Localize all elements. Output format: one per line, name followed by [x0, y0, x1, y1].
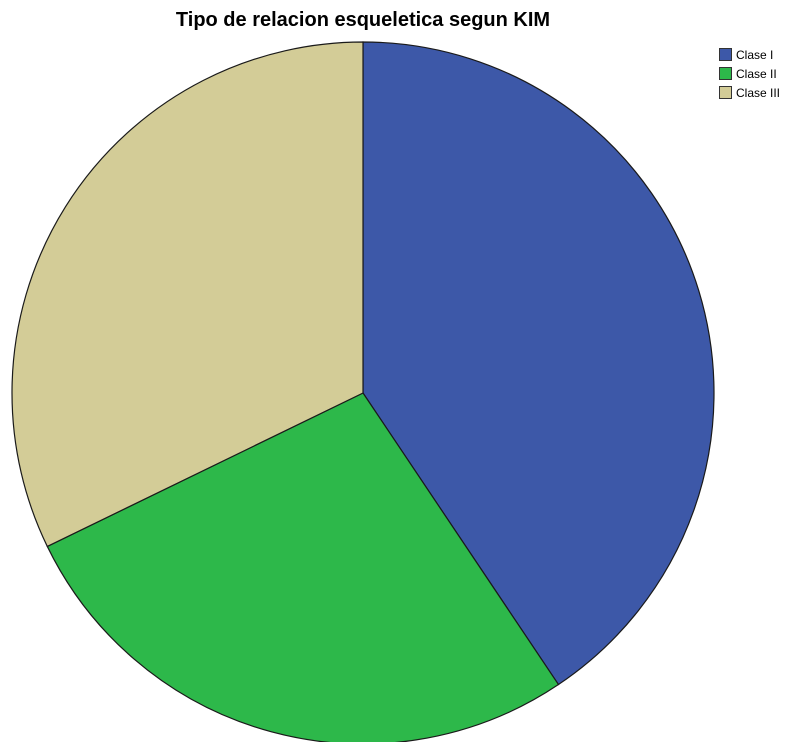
chart-title: Tipo de relacion esqueletica segun KIM	[175, 9, 551, 31]
legend-swatch	[719, 86, 732, 99]
legend-label: Clase I	[736, 47, 774, 62]
pie-slice-clase-i	[362, 41, 715, 686]
legend-swatch	[719, 48, 732, 61]
legend-label: Clase II	[736, 66, 777, 81]
legend-label: Clase III	[736, 85, 781, 100]
legend: Clase I Clase II Clase III	[719, 45, 780, 102]
legend-item: Clase II	[719, 64, 780, 83]
legend-swatch	[719, 67, 732, 80]
pie-slice-clase-iii	[11, 41, 364, 548]
legend-item: Clase III	[719, 83, 780, 102]
pie-slice-clase-ii	[46, 392, 560, 742]
legend-item: Clase I	[719, 45, 780, 64]
